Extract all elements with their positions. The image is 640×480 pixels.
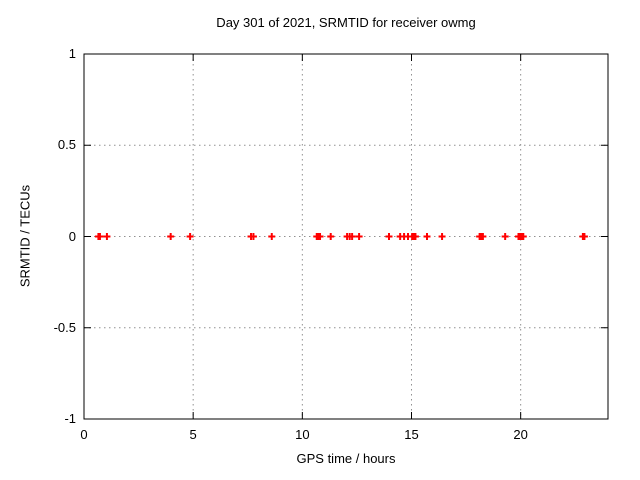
- y-tick-label: 0.5: [57, 137, 76, 153]
- y-tick-label: -0.5: [53, 319, 76, 335]
- x-tick-label: 20: [513, 427, 528, 442]
- x-tick-label: 10: [295, 427, 310, 442]
- x-axis-label: GPS time / hours: [296, 451, 396, 466]
- chart-title: Day 301 of 2021, SRMTID for receiver owm…: [216, 15, 476, 30]
- x-tick-label: 0: [80, 427, 88, 442]
- y-tick-label: 0: [68, 228, 76, 244]
- y-tick-label: -1: [64, 411, 76, 426]
- y-tick-label: 1: [68, 46, 76, 61]
- x-tick-label: 5: [189, 427, 197, 442]
- x-tick-label: 15: [404, 427, 419, 442]
